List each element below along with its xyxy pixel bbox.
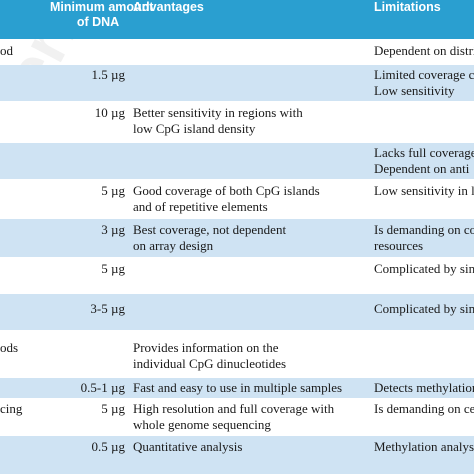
- table-row: cing 5 µg High resolution and full cover…: [0, 398, 474, 436]
- dna-cell: 5 µg: [101, 261, 125, 276]
- dna-cell: 5 µg: [101, 401, 125, 416]
- limitations-line1: Is demanding on co: [374, 222, 474, 237]
- dna-cell: 3-5 µg: [90, 301, 125, 316]
- table-row: 0.5-1 µg Fast and easy to use in multipl…: [0, 378, 474, 398]
- table-row: 1.5 µg Limited coverage c Low sensitivit…: [0, 65, 474, 101]
- dna-cell: 1.5 µg: [91, 67, 126, 82]
- dna-cell: 0.5 µg: [91, 439, 126, 454]
- advantages-line1: Provides information on the: [133, 340, 279, 355]
- table-row: 0.5 µg Quantitative analysis Methylation…: [0, 436, 474, 474]
- table-row: 3 µg Best coverage, not dependent on arr…: [0, 219, 474, 257]
- advantages-line2: low CpG island density: [133, 121, 256, 136]
- dna-cell: 10 µg: [94, 105, 125, 120]
- advantages-line1: Fast and easy to use in multiple samples: [133, 380, 343, 395]
- advantages-line1: Best coverage, not dependent: [133, 222, 287, 237]
- dna-cell: 5 µg: [101, 183, 125, 198]
- advantages-line1: Quantitative analysis: [133, 439, 243, 454]
- limitations-line1: Low sensitivity in lo: [374, 183, 474, 198]
- table-row: Lacks full coverage Dependent on anti: [0, 143, 474, 179]
- dna-cell: 3 µg: [101, 222, 125, 237]
- limitations-line1: Is demanding on ce: [374, 401, 474, 416]
- table-row: od Dependent on distri: [0, 39, 474, 65]
- header-min-dna: Minimum amount of DNA: [50, 0, 154, 30]
- header-limitations: Limitations: [374, 0, 441, 14]
- table-row: ods Provides information on the individu…: [0, 330, 474, 378]
- advantages-line2: individual CpG dinucleotides: [133, 356, 287, 371]
- limitations-line2: Dependent on anti: [374, 161, 470, 176]
- table-row: 5 µg Good coverage of both CpG islands a…: [0, 179, 474, 219]
- method-cell: od: [0, 43, 13, 58]
- advantages-line2: and of repetitive elements: [133, 199, 268, 214]
- dna-cell: 0.5-1 µg: [80, 380, 125, 395]
- header-advantages: Advantages: [133, 0, 204, 14]
- advantages-line2: on array design: [133, 238, 214, 253]
- advantages-line1: Good coverage of both CpG islands: [133, 183, 320, 198]
- header-min-dna-line2: of DNA: [76, 15, 120, 29]
- table-header: Minimum amount of DNA Advantages Limitat…: [0, 0, 474, 39]
- limitations-line1: Limited coverage c: [374, 67, 474, 82]
- table-row: 5 µg Complicated by sin: [0, 257, 474, 294]
- method-cell: cing: [0, 401, 23, 416]
- advantages-line1: Better sensitivity in regions with: [133, 105, 303, 120]
- limitations-line1: Detects methylation: [374, 380, 474, 395]
- limitations-line2: resources: [374, 238, 424, 253]
- limitations-line1: Lacks full coverage: [374, 145, 474, 160]
- limitations-line2: Low sensitivity: [374, 83, 455, 98]
- limitations-line1: Complicated by sin: [374, 261, 474, 276]
- limitations-line1: Dependent on distri: [374, 43, 474, 58]
- method-cell: ods: [0, 340, 19, 355]
- table-row: 10 µg Better sensitivity in regions with…: [0, 101, 474, 143]
- limitations-line1: Complicated by sim: [374, 301, 474, 316]
- limitations-line1: Methylation analys: [374, 439, 474, 454]
- advantages-line1: High resolution and full coverage with: [133, 401, 335, 416]
- header-min-dna-line1: Minimum amount: [50, 0, 154, 14]
- advantages-line2: whole genome sequencing: [133, 417, 271, 432]
- table-row: 3-5 µg Complicated by sim: [0, 294, 474, 330]
